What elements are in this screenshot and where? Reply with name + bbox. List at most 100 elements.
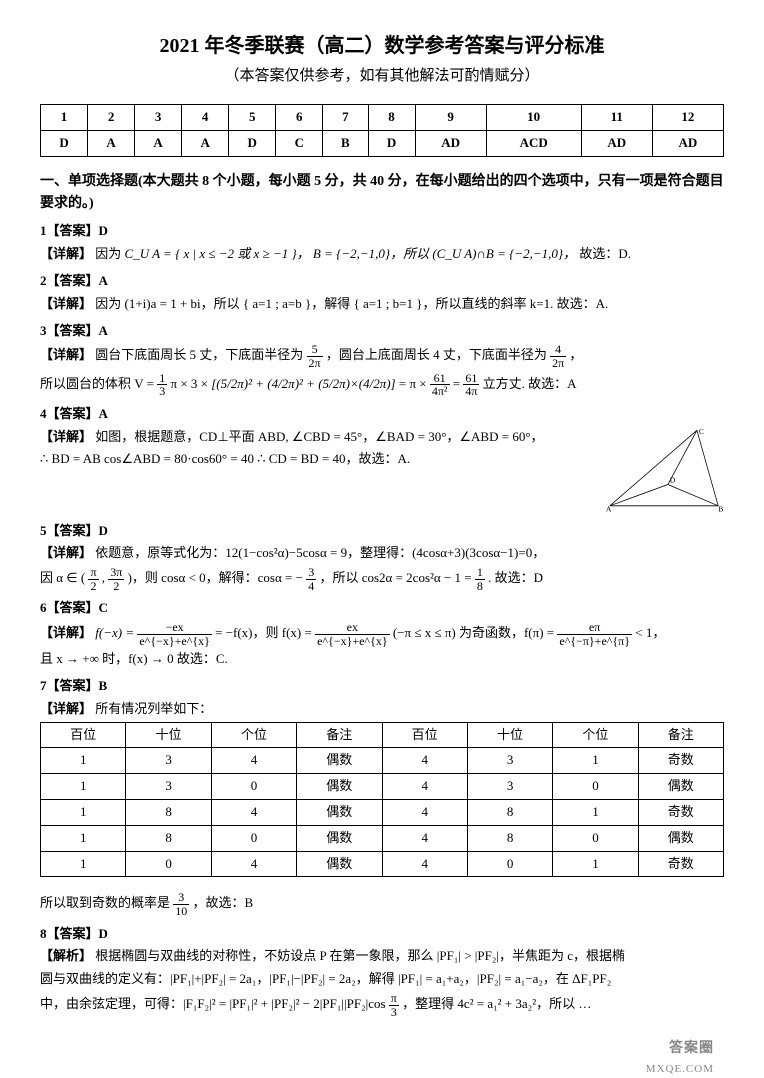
- text: 如图，根据题意，CD⊥平面 ABD, ∠CBD = 45°，∠BAD = 30°…: [95, 429, 543, 444]
- table-row: 104偶数401奇数: [41, 851, 724, 877]
- q8-line3: 中，由余弦定理，可得：|F₁F₂|² = |PF₁|² + |PF₂|² − 2…: [40, 992, 724, 1018]
- fraction: 13: [157, 372, 167, 398]
- fraction: π3: [389, 992, 399, 1018]
- page-subtitle: （本答案仅供参考，如有其他解法可酌情赋分）: [40, 64, 724, 88]
- answer-cell: B: [323, 130, 368, 156]
- q5-head: 5【答案】D: [40, 521, 724, 542]
- text: 所以圆台的体积 V =: [40, 376, 157, 391]
- th: 备注: [297, 722, 382, 748]
- th: 百位: [382, 722, 467, 748]
- text: = π ×: [399, 376, 430, 391]
- table-row: 134偶数431奇数: [41, 748, 724, 774]
- q3-line2: 所以圆台的体积 V = 13 π × 3 × [(5/2π)² + (4/2π)…: [40, 372, 724, 398]
- text: =: [453, 376, 464, 391]
- detail-label: 【详解】: [40, 347, 92, 362]
- col-head: 2: [88, 105, 135, 131]
- col-head: 7: [323, 105, 368, 131]
- detail-label: 【详解】: [40, 625, 92, 640]
- answer-cell: A: [88, 130, 135, 156]
- text: (−π ≤ x ≤ π) 为奇函数，f(π) =: [393, 625, 558, 640]
- q5-line1: 【详解】 依题意，原等式化为：12(1−cos²α)−5cosα = 9，整理得…: [40, 543, 724, 564]
- q8-line1: 【解析】 根据椭圆与双曲线的对称性，不妨设点 P 在第一象限，那么 |PF₁| …: [40, 946, 724, 967]
- col-head: 9: [415, 105, 486, 131]
- q7-head: 7【答案】B: [40, 676, 724, 697]
- th: 百位: [41, 722, 126, 748]
- answer-key-table: 1 2 3 4 5 6 7 8 9 10 11 12 D A A A D C B…: [40, 104, 724, 157]
- fraction: 3π2: [108, 566, 124, 592]
- th: 十位: [126, 722, 211, 748]
- col-head: 8: [368, 105, 415, 131]
- svg-text:C: C: [699, 427, 704, 436]
- text: ，整理得 4c² = a₁² + 3a₂²，所以 …: [402, 996, 591, 1011]
- text: 因 α ∈ (: [40, 570, 85, 585]
- text: = −f(x)，则 f(x) =: [215, 625, 315, 640]
- q1-expr: C_U A = { x | x ≤ −2 或 x ≥ −1 }， B = {−2…: [125, 246, 577, 261]
- text: 圆台下底面周长 5 丈，下底面半径为: [95, 347, 306, 362]
- bracket: [(5/2π)² + (4/2π)² + (5/2π)×(4/2π)]: [211, 376, 395, 391]
- text: π × 3 ×: [171, 376, 212, 391]
- svg-text:D: D: [670, 475, 676, 484]
- q1-detail: 【详解】 因为 C_U A = { x | x ≤ −2 或 x ≥ −1 }，…: [40, 244, 724, 265]
- fraction: 52π: [307, 343, 323, 369]
- answer-cell: ACD: [486, 130, 581, 156]
- q6-line2: 且 x → +∞ 时，f(x) → 0 故选：C.: [40, 649, 724, 670]
- text: ，圆台上底面周长 4 丈，下底面半径为: [326, 347, 550, 362]
- q8-head: 8【答案】D: [40, 924, 724, 945]
- table-row: 184偶数481奇数: [41, 800, 724, 826]
- text: ，: [569, 347, 582, 362]
- detail-label: 【详解】: [40, 429, 92, 444]
- answer-cell: AD: [652, 130, 723, 156]
- text: < 1，: [635, 625, 665, 640]
- table-row: D A A A D C B D AD ACD AD AD: [41, 130, 724, 156]
- fraction: 18: [475, 566, 485, 592]
- answer-cell: C: [276, 130, 323, 156]
- watermark-site: MXQE.COM: [646, 1061, 714, 1078]
- text: 所有情况列举如下：: [95, 701, 212, 716]
- text: ，故选：B: [193, 896, 254, 911]
- section-heading: 一、单项选择题(本大题共 8 个小题，每小题 5 分，共 40 分，在每小题给出…: [40, 171, 724, 216]
- q2-detail: 【详解】 因为 (1+i)a = 1 + bi，所以 { a=1 ; a=b }…: [40, 294, 724, 315]
- th: 十位: [467, 722, 552, 748]
- th: 个位: [211, 722, 296, 748]
- fraction: 614π²: [430, 372, 450, 398]
- q7-intro: 【详解】 所有情况列举如下：: [40, 699, 724, 720]
- q7-conclusion: 所以取到奇数的概率是 310 ，故选：B: [40, 891, 724, 917]
- q4-head: 4【答案】A: [40, 404, 724, 425]
- answer-cell: A: [135, 130, 182, 156]
- table-row: 1 2 3 4 5 6 7 8 9 10 11 12: [41, 105, 724, 131]
- col-head: 11: [581, 105, 652, 131]
- watermark-text: 答案圈: [669, 1038, 714, 1060]
- q6-head: 6【答案】C: [40, 598, 724, 619]
- q1-head: 1【答案】D: [40, 221, 724, 242]
- q2-head: 2【答案】A: [40, 271, 724, 292]
- q2-text: 因为 (1+i)a = 1 + bi，所以 { a=1 ; a=b }，解得 {…: [95, 296, 608, 311]
- detail-label: 【详解】: [40, 296, 92, 311]
- col-head: 1: [41, 105, 88, 131]
- answer-cell: D: [368, 130, 415, 156]
- detail-label: 【详解】: [40, 246, 92, 261]
- q5-line2: 因 α ∈ ( π2 , 3π2 )，则 cosα < 0，解得：cosα = …: [40, 566, 724, 592]
- th: 个位: [553, 722, 638, 748]
- fraction: 310: [173, 891, 189, 917]
- q8-line2: 圆与双曲线的定义有：|PF₁|+|PF₂| = 2a₁，|PF₁|−|PF₂| …: [40, 969, 724, 990]
- answer-cell: AD: [581, 130, 652, 156]
- col-head: 4: [182, 105, 229, 131]
- fraction: 34: [306, 566, 316, 592]
- svg-text:B: B: [718, 504, 723, 513]
- page-title: 2021 年冬季联赛（高二）数学参考答案与评分标准: [40, 30, 724, 62]
- q1-text: 因为: [95, 246, 124, 261]
- enumeration-table: 百位 十位 个位 备注 百位 十位 个位 备注 134偶数431奇数 130偶数…: [40, 722, 724, 878]
- detail-label: 【详解】: [40, 701, 92, 716]
- answer-cell: D: [41, 130, 88, 156]
- col-head: 12: [652, 105, 723, 131]
- fraction: eπe^{−π}+e^{π}: [557, 621, 632, 647]
- text: 所以取到奇数的概率是: [40, 896, 173, 911]
- col-head: 10: [486, 105, 581, 131]
- table-row: 130偶数430偶数: [41, 774, 724, 800]
- fraction: exe^{−x}+e^{x}: [315, 621, 390, 647]
- q3-line1: 【详解】 圆台下底面周长 5 丈，下底面半径为 52π ，圆台上底面周长 4 丈…: [40, 343, 724, 369]
- fraction: −exe^{−x}+e^{x}: [137, 621, 212, 647]
- text: 根据椭圆与双曲线的对称性，不妨设点 P 在第一象限，那么 |PF₁| > |PF…: [95, 948, 625, 963]
- answer-cell: D: [229, 130, 276, 156]
- text: 立方丈. 故选：A: [483, 376, 577, 391]
